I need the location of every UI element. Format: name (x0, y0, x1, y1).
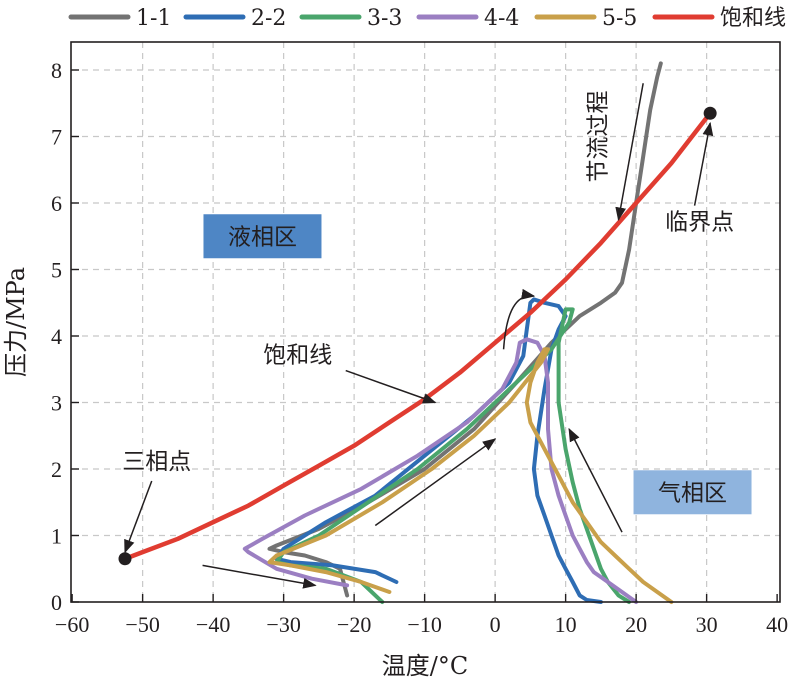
annotation-critical-label: 临界点 (665, 210, 734, 236)
x-tick-label: 0 (490, 612, 501, 637)
y-tick-label: 0 (51, 590, 62, 615)
x-tick-label: 10 (555, 612, 577, 637)
x-tick-label: −50 (125, 612, 159, 637)
series-line-4-4 (242, 337, 639, 604)
grid (71, 42, 780, 602)
series-line-1-1 (267, 61, 663, 598)
plot-frame (70, 41, 781, 603)
y-axis-title: 压力/MPa (2, 267, 30, 377)
ticks: −60 −50 −40 −30 −20 −10 0 10 20 30 40 0 1 2 3 4 5 6 7 8 (51, 58, 788, 637)
flow-arrow (202, 564, 317, 589)
legend: 1-1 2-2 3-3 4-4 5-5 饱和线 (68, 6, 786, 31)
x-tick-label: −20 (337, 612, 371, 637)
y-tick-label: 6 (51, 191, 62, 216)
gas-region-label: 气相区 (658, 480, 727, 506)
y-tick-label: 1 (51, 524, 62, 549)
series-line-5-5 (267, 347, 674, 604)
gas-region-box (633, 470, 752, 515)
flow-arrow (374, 438, 497, 527)
x-tick-label: 20 (625, 612, 647, 637)
flow-arrow (502, 288, 536, 350)
annotation-critical-arrow (693, 121, 714, 206)
y-tick-label: 3 (51, 391, 62, 416)
y-tick-label: 4 (51, 324, 62, 349)
liquid-region-box (203, 214, 322, 259)
series-line-2-2 (274, 297, 603, 604)
series-lines (122, 61, 713, 604)
annotation-saturation-arrow (345, 369, 437, 404)
legend-label-2-2: 2-2 (251, 6, 286, 31)
series-line-饱和线 (122, 110, 713, 562)
flow-arrow (568, 427, 623, 533)
x-tick-label: 30 (696, 612, 718, 637)
liquid-region-label: 液相区 (228, 224, 297, 250)
annotation-triple-arrow (124, 480, 153, 554)
y-tick-label: 5 (51, 258, 62, 283)
legend-label-5-5: 5-5 (602, 6, 637, 31)
annotation-saturation-label: 饱和线 (263, 343, 332, 369)
legend-label-4-4: 4-4 (484, 6, 519, 31)
legend-label-3-3: 3-3 (367, 6, 402, 31)
x-axis-title: 温度/°C (382, 652, 468, 680)
x-tick-label: −30 (266, 612, 300, 637)
legend-label-饱和线: 饱和线 (720, 6, 786, 31)
x-tick-label: −40 (196, 612, 230, 637)
special-points (118, 106, 717, 566)
annotation-throttle-arrow (615, 83, 644, 221)
y-tick-label: 2 (51, 457, 62, 482)
legend-label-1-1: 1-1 (136, 6, 171, 31)
point-三相点 (118, 552, 132, 566)
x-tick-label: 40 (766, 612, 788, 637)
y-tick-label: 8 (51, 58, 62, 83)
x-tick-label: −60 (55, 612, 89, 637)
annotation-triple-label: 三相点 (122, 449, 191, 475)
annotation-throttle-label: 节流过程 (585, 91, 611, 183)
point-临界点 (703, 106, 717, 120)
series-line-3-3 (274, 307, 632, 604)
y-tick-label: 7 (51, 125, 62, 150)
x-tick-label: −10 (407, 612, 441, 637)
